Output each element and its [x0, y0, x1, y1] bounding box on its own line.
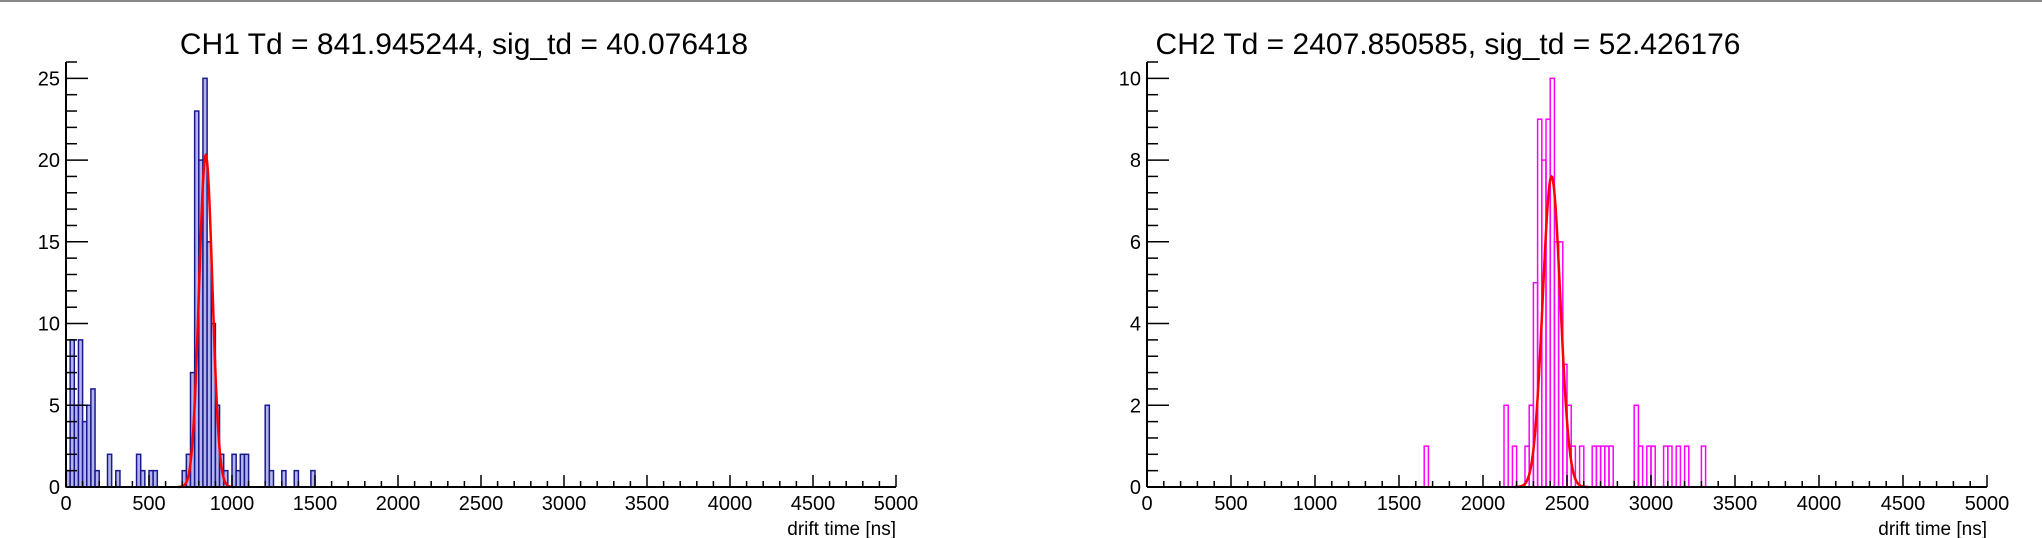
ch2-x-tick-label: 4500: [1881, 493, 1926, 515]
ch1-x-tick-label: 4000: [708, 493, 753, 515]
ch1-plot-area: 0 500 1000 1500 2000 2500 3000 3500 4000 4500 5000…: [38, 61, 919, 515]
ch2-x-tick-label: 2000: [1461, 493, 1506, 515]
ch1-x-tick-label: 3500: [625, 493, 670, 515]
ch1-histogram-panel: CH1 Td = 841.945244, sig_td = 40.076418 …: [38, 28, 919, 538]
ch1-x-tick-label: 2500: [459, 493, 504, 515]
ch2-y-tick-label: 8: [1130, 150, 1141, 172]
ch1-y-tick-label: 15: [38, 232, 60, 254]
ch1-histogram-bin: [152, 469, 159, 488]
ch1-y-tick-label: 20: [38, 150, 60, 172]
ch1-y-tick-label: 10: [38, 314, 60, 336]
ch2-y-tick-label: 6: [1130, 232, 1141, 254]
ch1-y-tick-label: 0: [49, 477, 60, 499]
ch1-x-tick-label: 1000: [210, 493, 255, 515]
ch1-x-tick-label: 2000: [376, 493, 421, 515]
ch2-gaussian-fit-curve: [1514, 174, 1589, 489]
ch1-y-tick-label: 25: [38, 68, 60, 90]
ch2-y-tick-label: 10: [1119, 68, 1141, 90]
ch1-histogram-bin: [139, 469, 146, 488]
ch2-x-tick-label: 5000: [1965, 493, 2010, 515]
ch1-histogram-bin: [106, 453, 113, 488]
ch2-y-tick-label: 0: [1130, 477, 1141, 499]
ch1-gaussian-fit-curve: [177, 152, 234, 489]
ch2-x-tick-label: 1500: [1377, 493, 1422, 515]
ch1-x-tick-label: 1500: [293, 493, 338, 515]
ch2-title: CH2 Td = 2407.850585, sig_td = 52.426176: [1156, 28, 1741, 61]
ch2-y-tick-label: 4: [1130, 314, 1141, 336]
ch2-x-tick-label: 1000: [1293, 493, 1338, 515]
ch1-x-tick-label: 3000: [542, 493, 587, 515]
ch1-x-tick-label: 500: [132, 493, 165, 515]
ch1-x-axis-label: drift time [ns]: [787, 519, 896, 538]
ch2-x-axis-label: drift time [ns]: [1878, 519, 1987, 538]
ch1-y-tick-label: 5: [49, 395, 60, 417]
ch2-x-tick-label: 4000: [1797, 493, 1842, 515]
ch2-histogram-panel: CH2 Td = 2407.850585, sig_td = 52.426176…: [1119, 28, 2010, 538]
ch2-x-tick-label: 3500: [1713, 493, 1758, 515]
ch1-histogram-bin: [268, 469, 275, 488]
ch2-x-tick-label: 0: [1141, 493, 1152, 515]
ch1-x-tick-label: 0: [60, 493, 71, 515]
ch2-x-tick-label: 500: [1214, 493, 1247, 515]
ch2-x-tick-label: 2500: [1545, 493, 1590, 515]
ch2-plot-area: 0 500 1000 1500 2000 2500 3000 3500 4000 4500 5000…: [1119, 61, 2010, 515]
ch1-x-tick-label: 4500: [791, 493, 836, 515]
ch1-title: CH1 Td = 841.945244, sig_td = 40.076418: [180, 28, 748, 61]
ch2-y-tick-label: 2: [1130, 395, 1141, 417]
ch1-x-tick-label: 5000: [874, 493, 919, 515]
ch2-x-tick-label: 3000: [1629, 493, 1674, 515]
